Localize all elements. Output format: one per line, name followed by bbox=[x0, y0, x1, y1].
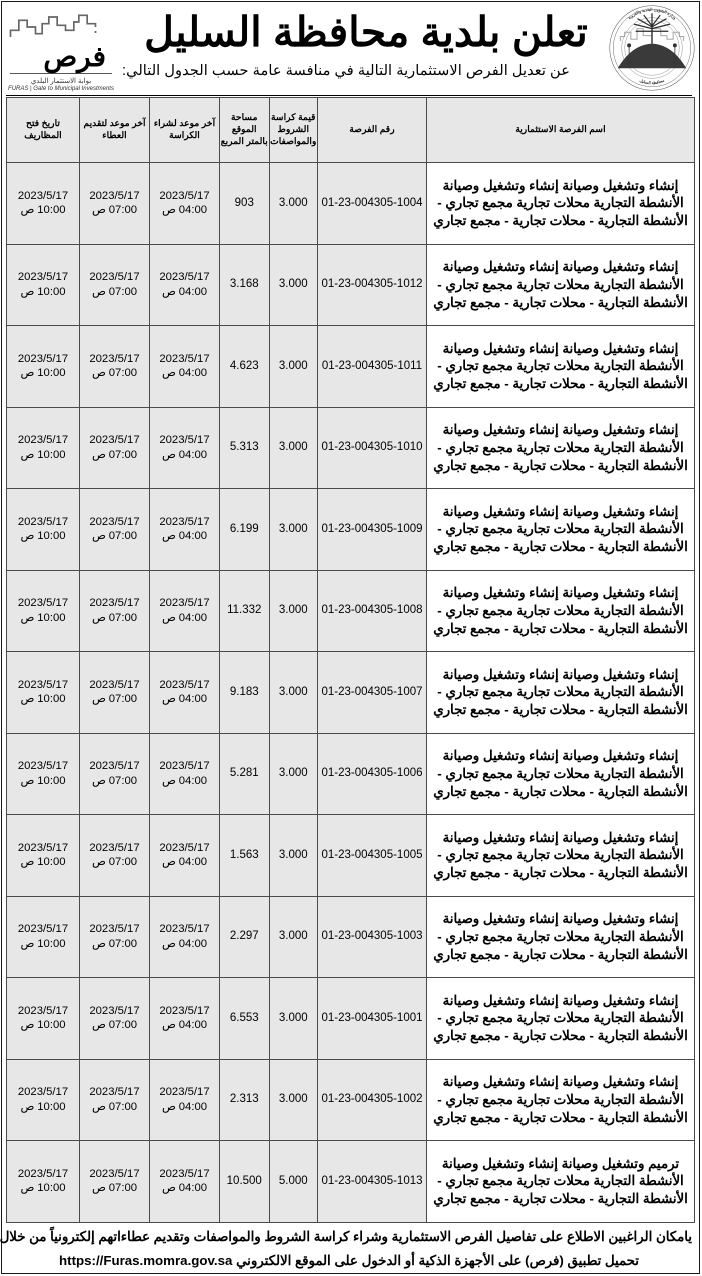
svg-text:محافظة السليل: محافظة السليل bbox=[639, 78, 665, 86]
